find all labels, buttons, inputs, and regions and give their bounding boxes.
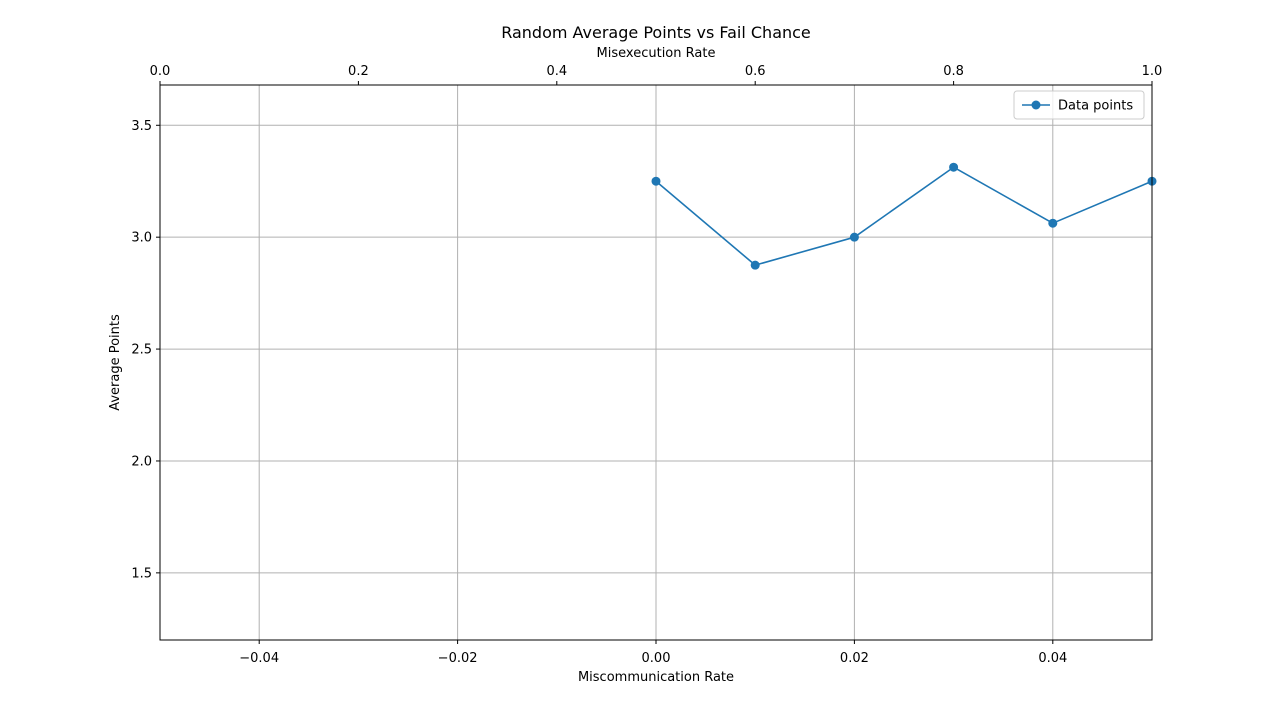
legend-label: Data points: [1058, 99, 1133, 114]
y-tick-label: 1.5: [131, 566, 152, 581]
top-x-tick-label: 1.0: [1142, 64, 1163, 79]
data-point: [651, 176, 661, 186]
y-tick-label: 2.5: [131, 343, 152, 358]
data-point: [750, 260, 760, 270]
top-x-tick-label: 0.4: [546, 64, 567, 79]
y-tick-label: 2.0: [131, 454, 152, 469]
data-point: [1048, 218, 1058, 228]
y-axis-label: Average Points: [108, 314, 123, 411]
top-x-tick-label: 0.0: [150, 64, 171, 79]
series-layer: [651, 162, 1157, 270]
x-tick-label: 0.02: [840, 651, 869, 666]
grid-layer: [160, 85, 1152, 640]
series-line: [655, 166, 1153, 266]
y-tick-label: 3.5: [131, 119, 152, 134]
data-point: [849, 232, 859, 242]
x-tick-label: 0.04: [1038, 651, 1067, 666]
chart-title: Random Average Points vs Fail Chance: [501, 23, 811, 42]
top-x-tick-label: 0.2: [348, 64, 369, 79]
top-x-tick-label: 0.6: [745, 64, 766, 79]
y-tick-label: 3.0: [131, 231, 152, 246]
top-x-tick-label: 0.8: [943, 64, 964, 79]
data-point: [949, 162, 959, 172]
top-x-axis-label: Misexecution Rate: [597, 46, 716, 61]
legend: Data points: [1013, 90, 1145, 120]
x-tick-label: −0.02: [438, 651, 478, 666]
legend-marker: [1031, 100, 1041, 110]
ticks-layer: −0.04 −0.02 0.00 0.02 0.04 0.0 0.2 0.4 0.6 0.8 1.0…: [131, 64, 1162, 666]
legend-box: [1013, 90, 1145, 120]
x-axis-label: Miscommunication Rate: [578, 670, 734, 685]
x-tick-label: −0.04: [239, 651, 279, 666]
x-tick-label: 0.00: [642, 651, 671, 666]
